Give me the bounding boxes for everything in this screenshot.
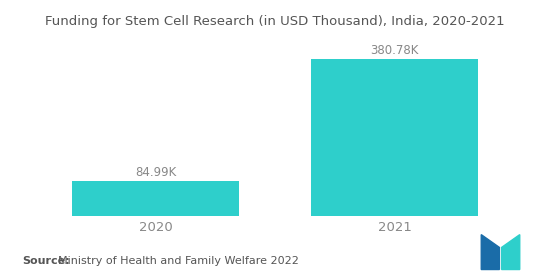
Polygon shape	[502, 235, 520, 270]
Text: 380.78K: 380.78K	[370, 44, 419, 57]
Bar	[72, 181, 239, 216]
Text: Ministry of Health and Family Welfare 2022: Ministry of Health and Family Welfare 20…	[51, 256, 299, 266]
Text: Source:: Source:	[22, 256, 70, 266]
Text: 84.99K: 84.99K	[135, 166, 176, 179]
Bar	[311, 59, 478, 216]
Title: Funding for Stem Cell Research (in USD Thousand), India, 2020-2021: Funding for Stem Cell Research (in USD T…	[45, 15, 505, 28]
Polygon shape	[481, 235, 499, 270]
